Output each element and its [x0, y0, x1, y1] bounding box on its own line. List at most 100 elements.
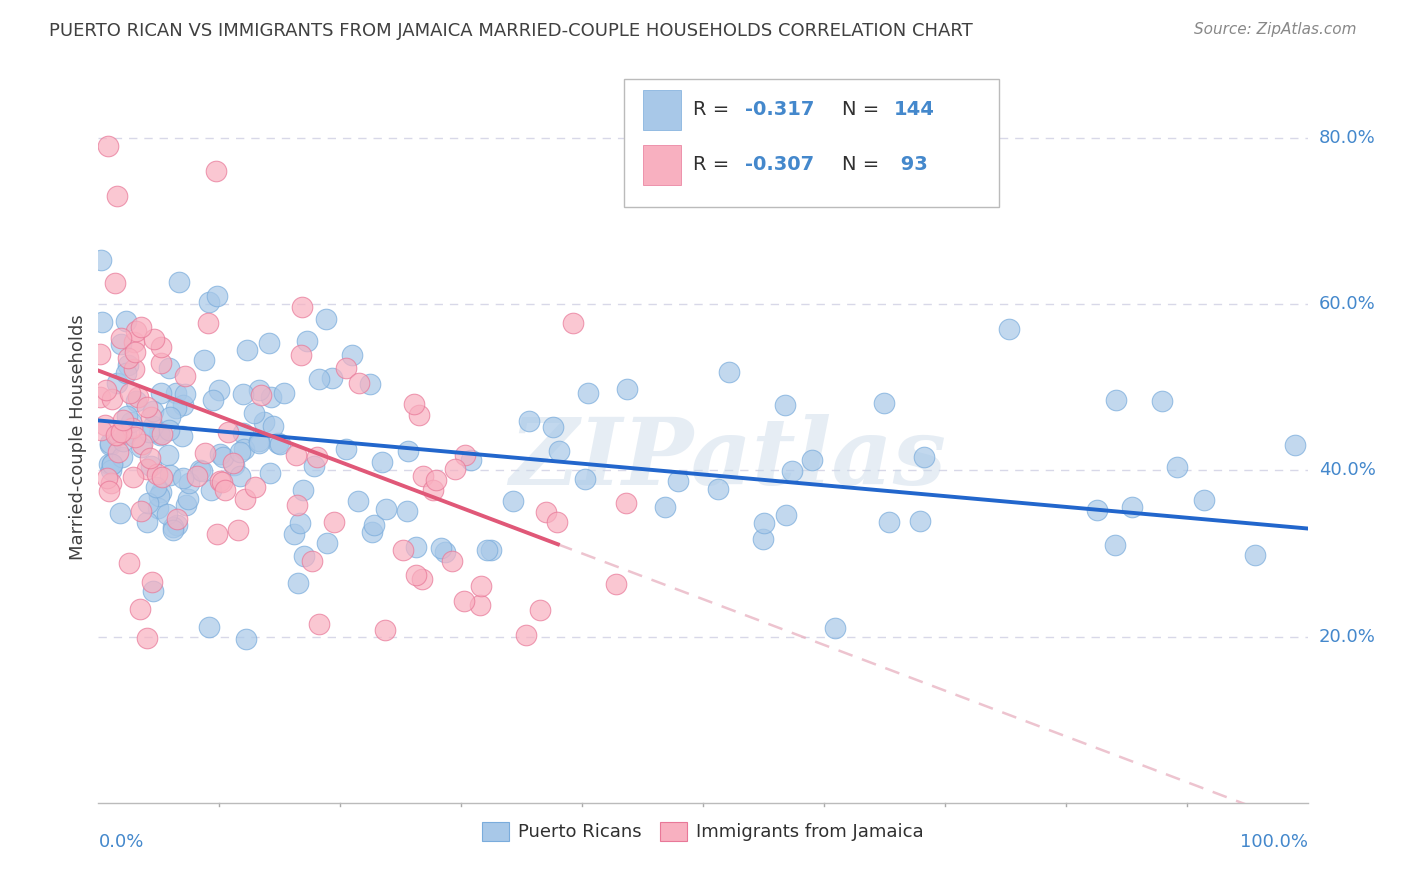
Point — [197, 295, 219, 310]
Point — [104, 428, 127, 442]
Point — [124, 345, 146, 359]
Point — [440, 554, 463, 568]
Point — [110, 425, 132, 440]
Point — [188, 462, 211, 476]
Point — [405, 540, 427, 554]
Point — [752, 516, 775, 530]
Point — [412, 469, 434, 483]
Point — [165, 386, 187, 401]
Point — [908, 514, 931, 528]
Point — [98, 438, 121, 452]
Point — [157, 423, 180, 437]
FancyBboxPatch shape — [643, 90, 682, 130]
Text: N =: N = — [842, 155, 879, 175]
Text: R =: R = — [693, 100, 735, 119]
Text: -0.317: -0.317 — [745, 100, 814, 119]
Point — [136, 495, 159, 509]
Point — [139, 458, 162, 473]
Point — [229, 445, 252, 459]
Point — [162, 523, 184, 537]
Point — [614, 496, 637, 510]
Point — [100, 457, 122, 471]
Point — [1166, 460, 1188, 475]
Point — [541, 420, 564, 434]
Point — [288, 516, 311, 531]
Point — [172, 471, 194, 485]
Point — [162, 520, 184, 534]
Point — [208, 383, 231, 397]
Point — [666, 474, 689, 488]
Point — [89, 390, 111, 404]
Point — [176, 492, 198, 507]
Text: 0.0%: 0.0% — [98, 833, 143, 851]
Point — [100, 476, 122, 491]
Point — [166, 511, 188, 525]
Point — [1243, 548, 1265, 562]
Point — [150, 427, 173, 442]
Point — [315, 312, 337, 326]
Point — [249, 434, 271, 448]
Point — [149, 340, 172, 354]
Point — [335, 361, 357, 376]
Point — [100, 462, 122, 476]
Point — [157, 360, 180, 375]
Text: 20.0%: 20.0% — [1319, 628, 1375, 646]
Point — [233, 491, 256, 506]
Point — [425, 473, 447, 487]
Point — [200, 483, 222, 498]
Point — [214, 483, 236, 498]
Point — [91, 315, 114, 329]
Point — [142, 419, 165, 434]
Point — [141, 574, 163, 589]
Point — [104, 277, 127, 291]
Point — [150, 356, 173, 370]
Point — [534, 506, 557, 520]
Point — [247, 384, 270, 398]
Point — [110, 331, 132, 345]
Text: 93: 93 — [894, 155, 928, 175]
Point — [105, 376, 128, 390]
Point — [302, 458, 325, 473]
Point — [94, 418, 117, 433]
Point — [107, 444, 129, 458]
Point — [308, 372, 330, 386]
Point — [167, 275, 190, 289]
Point — [434, 545, 457, 559]
Point — [752, 532, 775, 546]
Point — [454, 448, 477, 462]
Point — [157, 448, 180, 462]
Point — [347, 376, 370, 391]
Point — [236, 343, 259, 358]
Point — [295, 334, 318, 348]
Point — [374, 624, 396, 638]
Point — [548, 443, 571, 458]
Point — [546, 515, 568, 529]
Point — [371, 455, 394, 469]
Point — [115, 409, 138, 424]
Point — [873, 396, 896, 410]
Point — [138, 450, 160, 465]
Point — [221, 456, 243, 470]
Point — [135, 631, 157, 645]
Point — [139, 409, 162, 424]
Point — [111, 450, 134, 464]
Point — [174, 498, 197, 512]
Point — [247, 436, 270, 450]
Point — [257, 336, 280, 351]
Point — [395, 504, 418, 518]
Point — [114, 314, 136, 328]
Point — [1284, 438, 1306, 452]
Point — [616, 382, 638, 396]
Point — [165, 401, 187, 415]
Point — [475, 543, 498, 558]
Point — [1152, 394, 1174, 409]
Point — [285, 449, 308, 463]
Point — [347, 494, 370, 508]
Point — [172, 398, 194, 412]
Point — [340, 348, 363, 362]
Point — [186, 468, 208, 483]
Point — [773, 398, 796, 412]
Point — [97, 139, 120, 153]
Point — [335, 442, 357, 456]
Point — [654, 500, 676, 515]
